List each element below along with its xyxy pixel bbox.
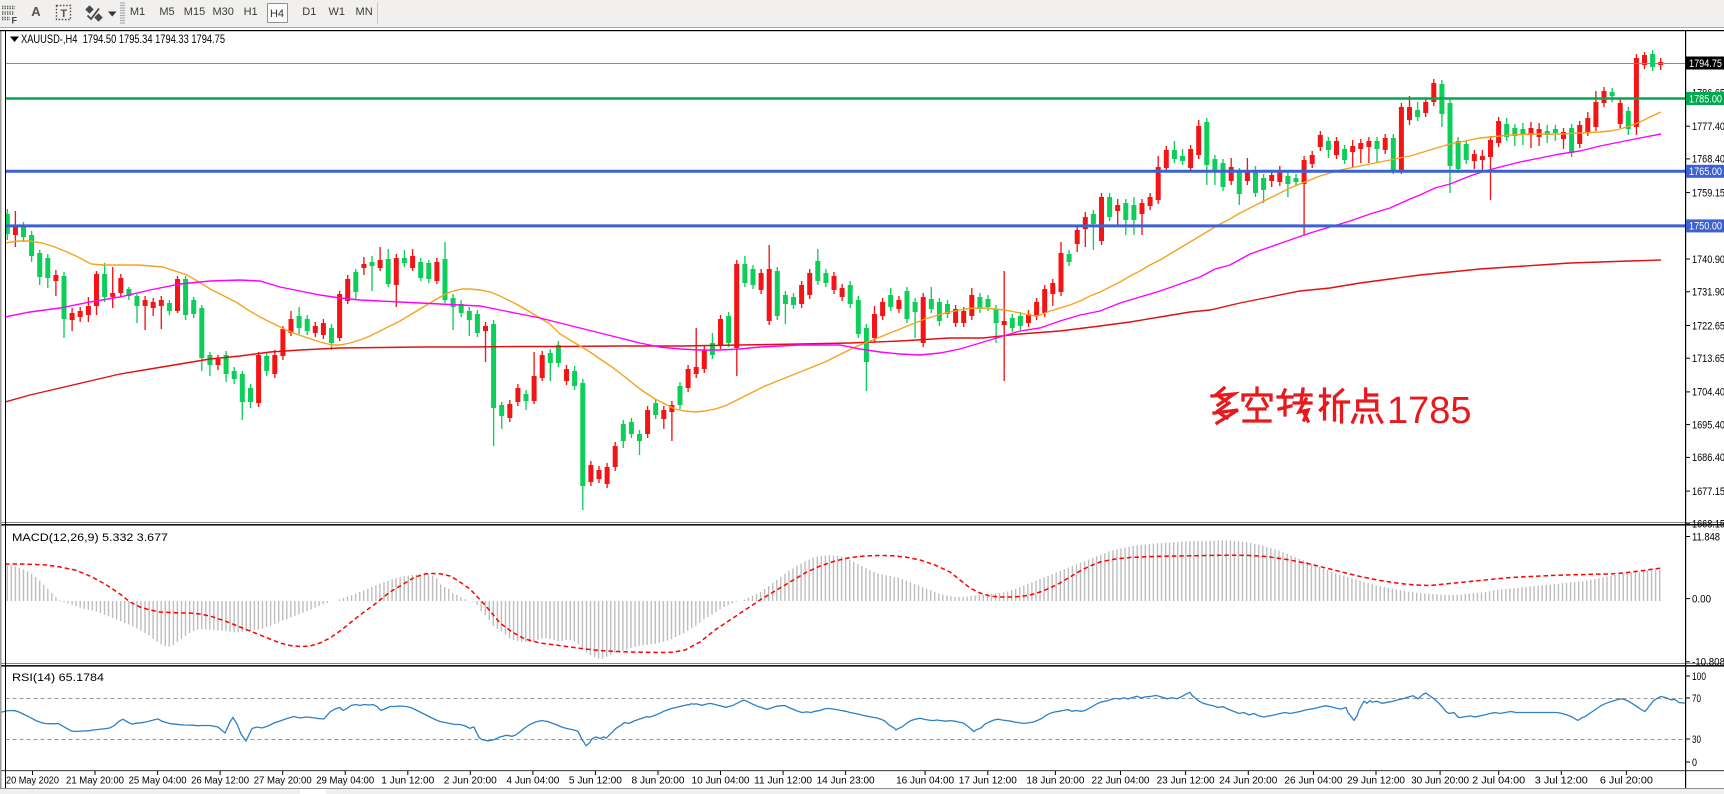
svg-text:1713.65: 1713.65 — [1692, 353, 1724, 365]
svg-text:24 Jun 20:00: 24 Jun 20:00 — [1219, 775, 1277, 787]
svg-text:1686.40: 1686.40 — [1692, 452, 1724, 464]
svg-text:RSI(14) 65.1784: RSI(14) 65.1784 — [12, 672, 104, 684]
svg-text:1695.40: 1695.40 — [1692, 419, 1724, 431]
svg-text:1777.40: 1777.40 — [1692, 121, 1724, 133]
svg-text:16 Jun 04:00: 16 Jun 04:00 — [896, 775, 954, 787]
svg-text:1759.15: 1759.15 — [1692, 187, 1724, 199]
svg-text:2 Jun 20:00: 2 Jun 20:00 — [444, 775, 497, 787]
svg-text:29 Jun 12:00: 29 Jun 12:00 — [1347, 775, 1405, 787]
svg-text:26 May 12:00: 26 May 12:00 — [191, 775, 249, 787]
svg-text:4 Jun 04:00: 4 Jun 04:00 — [506, 775, 559, 787]
svg-text:1785: 1785 — [1387, 390, 1472, 432]
svg-text:3 Jul 12:00: 3 Jul 12:00 — [1535, 775, 1588, 787]
svg-text:8 Jun 20:00: 8 Jun 20:00 — [632, 775, 685, 787]
svg-text:1750.00: 1750.00 — [1689, 221, 1722, 233]
svg-text:18 Jun 20:00: 18 Jun 20:00 — [1026, 775, 1084, 787]
svg-text:1794.75: 1794.75 — [1689, 58, 1722, 70]
svg-text:T: T — [60, 8, 67, 20]
svg-text:1668.15: 1668.15 — [1692, 519, 1724, 531]
svg-text:30: 30 — [1692, 734, 1701, 746]
svg-text:1740.90: 1740.90 — [1692, 254, 1724, 266]
svg-text:MACD(12,26,9) 5.332 3.677: MACD(12,26,9) 5.332 3.677 — [12, 532, 168, 544]
svg-text:1 Jun 12:00: 1 Jun 12:00 — [381, 775, 434, 787]
svg-text:30 Jun 20:00: 30 Jun 20:00 — [1411, 775, 1469, 787]
svg-text:11 Jun 12:00: 11 Jun 12:00 — [754, 775, 812, 787]
svg-text:22 Jun 04:00: 22 Jun 04:00 — [1092, 775, 1150, 787]
svg-text:6 Jul 20:00: 6 Jul 20:00 — [1600, 775, 1653, 787]
svg-text:26 Jun 04:00: 26 Jun 04:00 — [1284, 775, 1342, 787]
svg-text:5 Jun 12:00: 5 Jun 12:00 — [569, 775, 622, 787]
svg-text:14 Jun 23:00: 14 Jun 23:00 — [817, 775, 875, 787]
svg-text:25 May 04:00: 25 May 04:00 — [129, 775, 187, 787]
svg-text:1785.00: 1785.00 — [1689, 93, 1722, 105]
svg-text:23 Jun 12:00: 23 Jun 12:00 — [1157, 775, 1215, 787]
svg-text:0: 0 — [1692, 757, 1697, 769]
svg-text:1704.40: 1704.40 — [1692, 387, 1724, 399]
svg-text:1722.65: 1722.65 — [1692, 320, 1724, 332]
svg-text:17 Jun 12:00: 17 Jun 12:00 — [959, 775, 1017, 787]
svg-text:70: 70 — [1692, 693, 1701, 705]
svg-text:21 May 20:00: 21 May 20:00 — [66, 775, 124, 787]
svg-text:27 May 20:00: 27 May 20:00 — [254, 775, 312, 787]
svg-text:1677.15: 1677.15 — [1692, 486, 1724, 498]
svg-text:1731.90: 1731.90 — [1692, 287, 1724, 299]
svg-text:29 May 04:00: 29 May 04:00 — [316, 775, 374, 787]
svg-text:20 May 2020: 20 May 2020 — [6, 775, 59, 787]
svg-text:1768.40: 1768.40 — [1692, 154, 1724, 166]
svg-text:-10.808: -10.808 — [1692, 657, 1724, 669]
svg-text:11.848: 11.848 — [1692, 531, 1720, 543]
svg-text:10 Jun 04:00: 10 Jun 04:00 — [692, 775, 750, 787]
svg-text:1765.00: 1765.00 — [1689, 166, 1722, 178]
svg-text:100: 100 — [1692, 671, 1706, 683]
svg-text:0.00: 0.00 — [1692, 593, 1711, 605]
svg-text:F: F — [12, 16, 18, 26]
svg-text:XAUUSD-,H4 1794.50 1795.34 17: XAUUSD-,H4 1794.50 1795.34 1794.33 1794.… — [21, 34, 225, 46]
svg-text:2 Jul 04:00: 2 Jul 04:00 — [1472, 775, 1525, 787]
